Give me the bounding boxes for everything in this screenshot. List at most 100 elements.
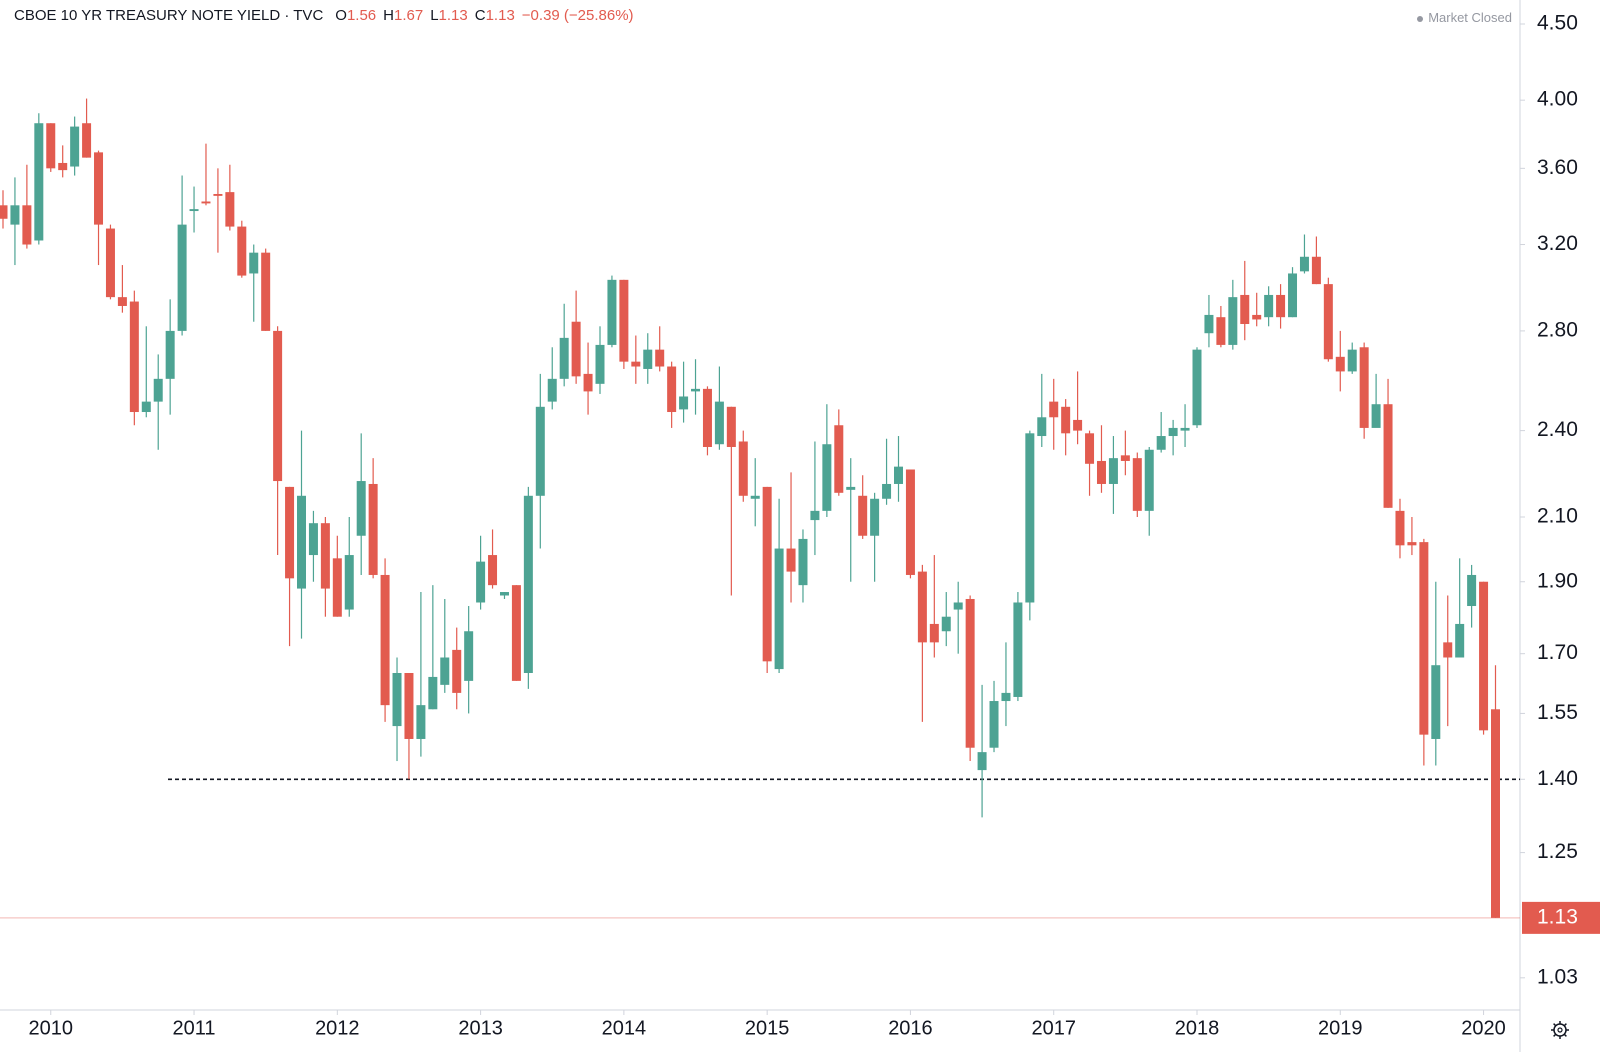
ohlc-value: 1.56 — [346, 7, 377, 24]
candle-body — [1240, 294, 1250, 325]
candle-body — [129, 301, 139, 413]
candle-body — [10, 205, 20, 225]
candle-body — [1443, 642, 1453, 658]
candle-body — [1252, 314, 1262, 320]
candle-body — [273, 330, 283, 482]
y-tick-label: 2.80 — [1537, 318, 1578, 341]
candle-body — [285, 486, 295, 579]
candle-body — [237, 226, 247, 276]
candle-body — [619, 279, 629, 362]
candle-body — [571, 321, 581, 377]
candle-body — [953, 602, 963, 610]
candle-body — [356, 481, 366, 536]
candle-body — [165, 330, 175, 379]
candle-body — [1156, 436, 1166, 450]
candle-body — [870, 498, 880, 536]
candle-body — [1085, 433, 1095, 464]
candle-body — [607, 279, 617, 345]
ohlc-value: 1.67 — [394, 7, 424, 24]
y-tick-label: 1.03 — [1537, 965, 1578, 988]
candle-body — [726, 406, 736, 447]
candle-body — [177, 224, 187, 331]
ohlc-label: C — [474, 7, 486, 24]
candle-body — [1395, 510, 1405, 546]
candle-body — [846, 486, 856, 490]
candle-body — [523, 495, 533, 673]
ohlc-label: O — [335, 7, 347, 24]
candle-body — [702, 388, 712, 447]
candle-body — [1180, 427, 1190, 431]
candle-body — [476, 561, 486, 603]
candle-body — [1025, 433, 1035, 603]
candle-body — [917, 571, 927, 643]
candle-body — [499, 592, 509, 596]
candle-body — [297, 495, 306, 589]
candle-body — [1276, 294, 1286, 318]
candle-body — [1264, 294, 1274, 318]
candle-body — [1216, 317, 1226, 345]
candle-body — [46, 123, 56, 169]
x-tick-label: 2012 — [315, 1017, 360, 1039]
candle-body — [1061, 406, 1071, 434]
candle-body — [750, 495, 760, 499]
candle-body — [225, 192, 235, 227]
y-tick-label: 1.40 — [1537, 767, 1578, 790]
candle-body — [894, 466, 903, 484]
candle-body — [464, 631, 474, 681]
candle-body — [941, 616, 951, 632]
candle-body — [798, 538, 808, 586]
candle-body — [58, 162, 68, 171]
candle-body — [249, 252, 259, 274]
last-price-badge — [1522, 901, 1600, 934]
candle-body — [0, 205, 8, 219]
candle-body — [1001, 692, 1011, 702]
ohlc-values: O1.56 H1.67 L1.13 C1.13 −0.39 (−25.86%) — [335, 7, 633, 24]
candle-body — [332, 558, 342, 617]
candles — [0, 98, 1500, 918]
candle-body — [989, 701, 999, 748]
candle-body — [762, 486, 772, 662]
candle-body — [738, 441, 748, 496]
status-dot — [1417, 15, 1424, 22]
candle-body — [94, 152, 104, 225]
candle-body — [1168, 427, 1178, 437]
candle-body — [153, 378, 163, 402]
y-tick-label: 1.70 — [1537, 641, 1578, 664]
candle-body — [679, 396, 689, 410]
candle-body — [1132, 458, 1142, 511]
candle-body — [810, 510, 820, 521]
candle-body — [1407, 542, 1417, 546]
y-tick-label: 1.55 — [1537, 701, 1578, 724]
candle-body — [714, 401, 724, 445]
candle-body — [965, 598, 975, 748]
candle-body — [1335, 356, 1345, 372]
candle-body — [105, 228, 115, 298]
y-tick-label: 4.00 — [1537, 88, 1578, 111]
x-tick-label: 2011 — [173, 1017, 216, 1039]
x-tick-label: 2014 — [602, 1017, 647, 1039]
ohlc-value: 1.13 — [438, 7, 468, 24]
candle-body — [691, 388, 701, 392]
candle-body — [1013, 602, 1023, 697]
candle-body — [1467, 574, 1477, 607]
x-tick-label: 2015 — [745, 1017, 790, 1039]
candle-body — [1073, 419, 1083, 431]
settings-icon[interactable] — [1551, 1021, 1569, 1039]
candle-body — [1347, 349, 1357, 372]
candle-body — [1383, 404, 1393, 508]
candle-body — [1359, 347, 1369, 428]
candle-body — [308, 523, 318, 556]
x-tick-label: 2013 — [458, 1017, 503, 1039]
y-tick-label: 1.25 — [1537, 840, 1578, 863]
candle-body — [428, 676, 438, 710]
candle-body — [1204, 314, 1214, 334]
x-tick-label: 2020 — [1461, 1017, 1506, 1039]
candle-body — [141, 401, 151, 413]
candle-body — [189, 209, 199, 212]
candle-body — [929, 623, 939, 643]
candle-body — [643, 349, 653, 369]
change-value: −0.39 (−25.86%) — [521, 7, 634, 24]
candle-body — [1037, 417, 1047, 437]
